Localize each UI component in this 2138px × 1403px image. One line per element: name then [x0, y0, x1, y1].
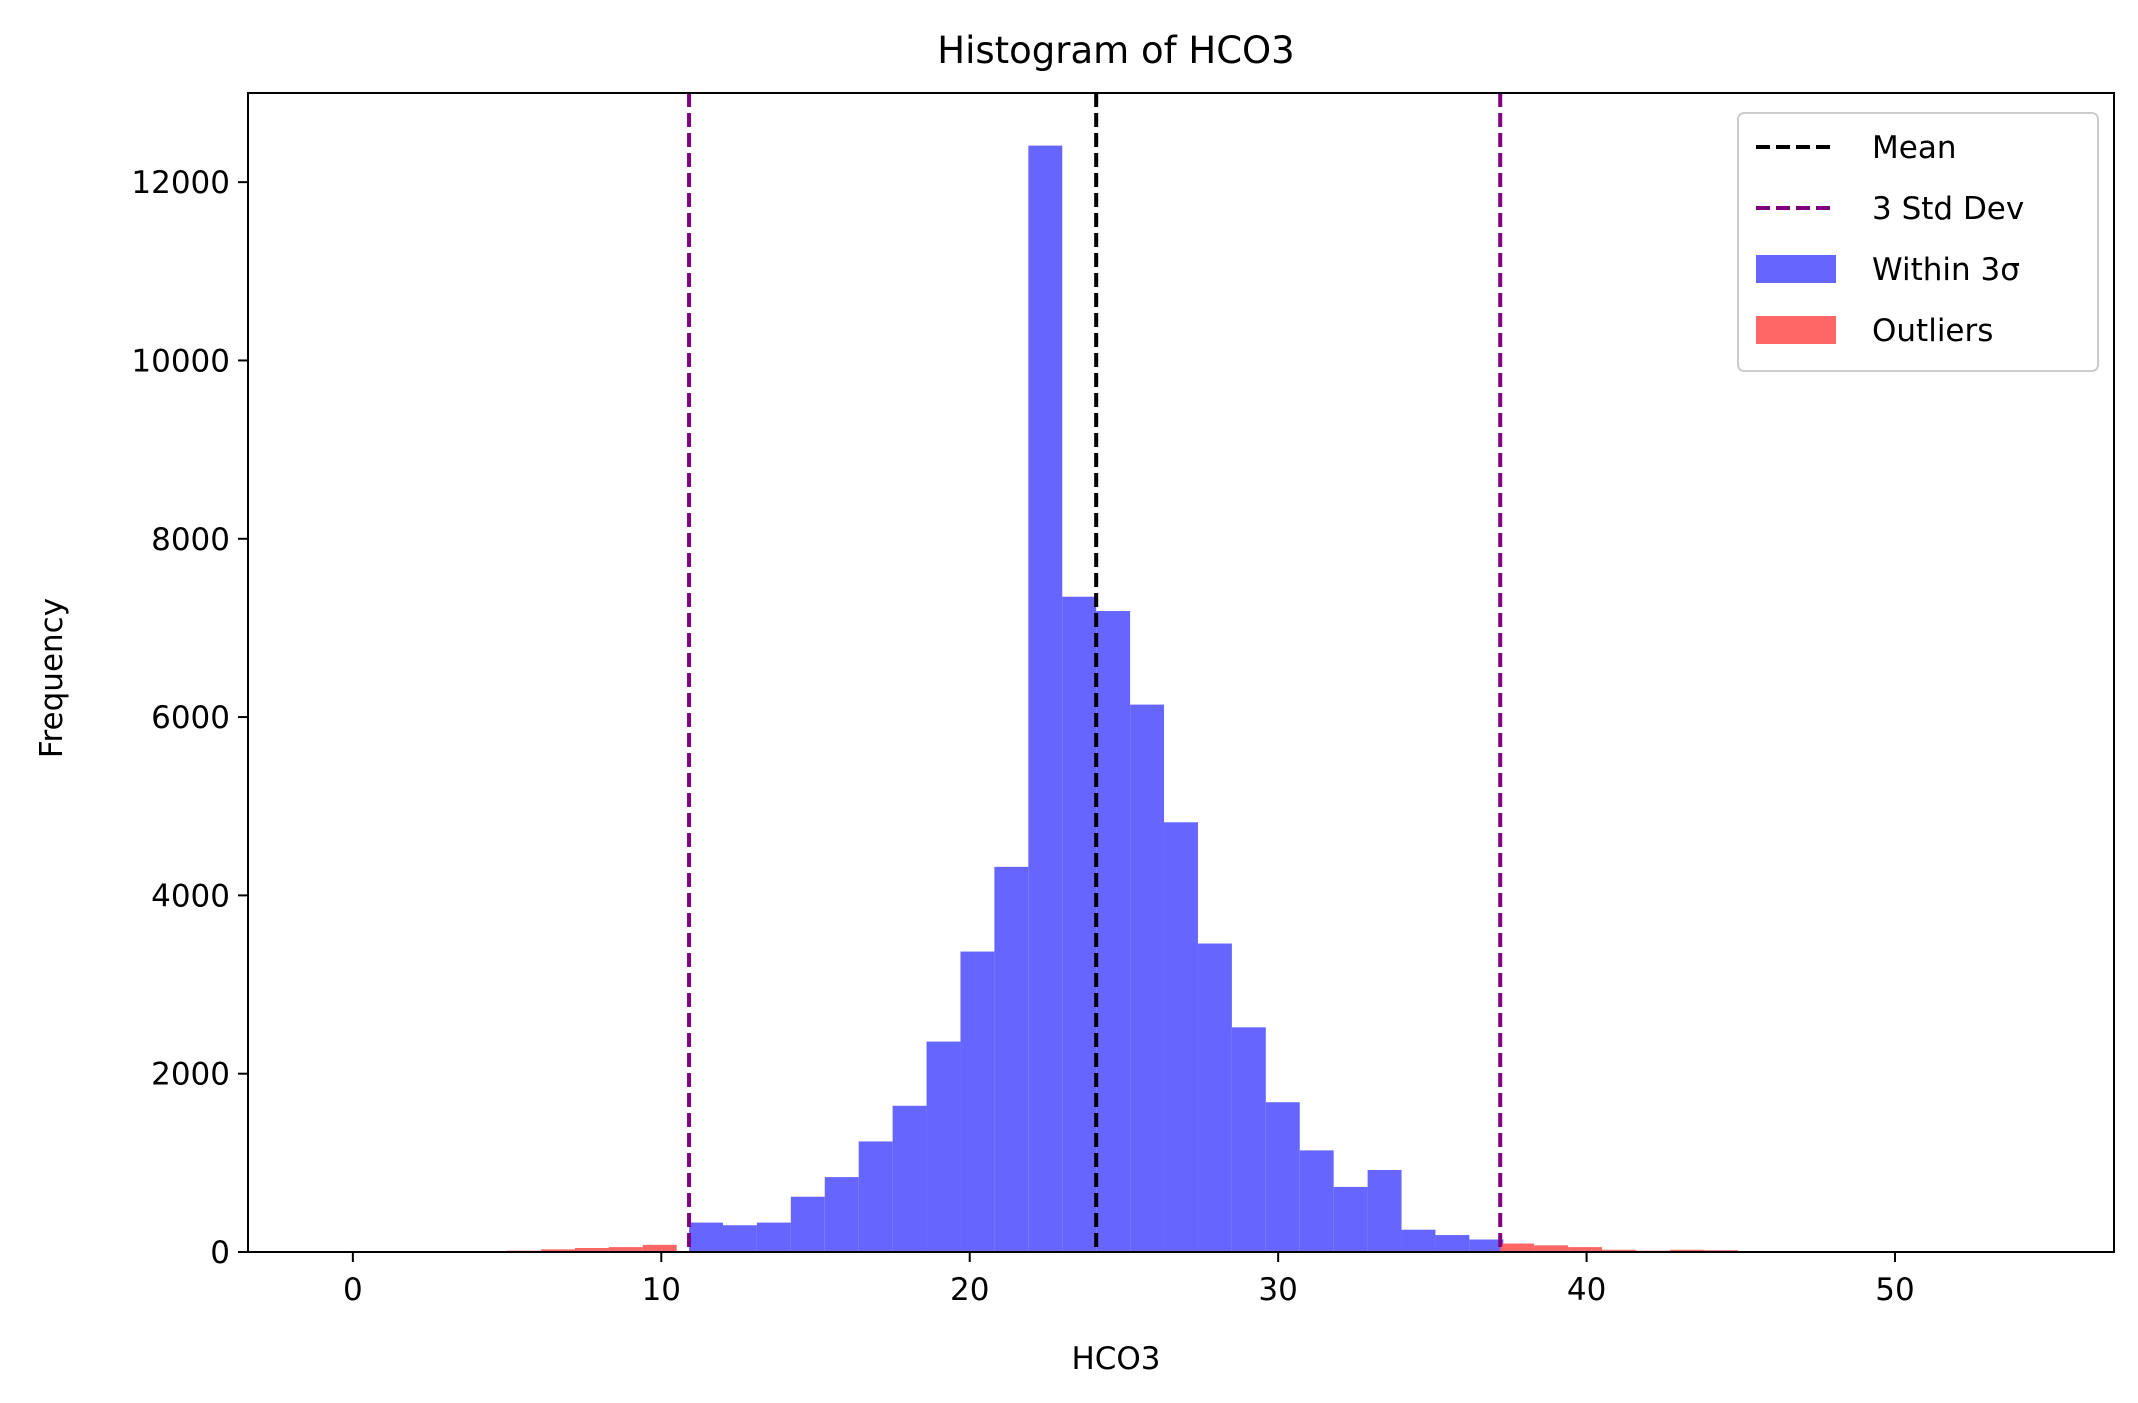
x-tick-label: 10 — [642, 1272, 681, 1308]
legend-handle-patch — [1756, 255, 1836, 283]
within-3sigma-bar-0 — [689, 1222, 723, 1252]
within-3sigma-bar-22 — [1435, 1235, 1470, 1252]
y-axis-label: Frequency — [34, 598, 70, 758]
within-3sigma-bar-8 — [960, 951, 995, 1252]
plot-frame — [247, 92, 2115, 1253]
legend-label: 3 Std Dev — [1872, 191, 2024, 227]
outlier-bar-10 — [1669, 1249, 1704, 1252]
x-axis-label: HCO3 — [1071, 1341, 1160, 1377]
within-3sigma-bar-4 — [824, 1177, 859, 1252]
legend-box — [1737, 112, 2099, 372]
y-tick-label: 4000 — [151, 878, 230, 914]
outlier-bar-2 — [574, 1247, 609, 1252]
within-3sigma-bar-12 — [1096, 610, 1131, 1252]
x-tick-label: 0 — [343, 1272, 363, 1308]
x-tick-label: 50 — [1875, 1272, 1914, 1308]
within-3sigma-bar-7 — [926, 1041, 961, 1252]
within-3sigma-bar-11 — [1062, 596, 1097, 1252]
outlier-bar-4 — [642, 1244, 677, 1252]
within-3sigma-bar-20 — [1367, 1169, 1402, 1252]
y-tick-label: 12000 — [131, 165, 230, 201]
x-tick-label: 20 — [950, 1272, 989, 1308]
outlier-bar-3 — [608, 1247, 643, 1252]
within-3sigma-bar-15 — [1197, 943, 1232, 1252]
legend-label: Mean — [1872, 130, 1956, 166]
within-3sigma-bar-18 — [1299, 1150, 1334, 1252]
y-tick-label: 10000 — [131, 343, 230, 379]
within-3sigma-bar-19 — [1333, 1186, 1368, 1252]
within-3sigma-bar-9 — [994, 866, 1029, 1252]
legend-label: Within 3σ — [1872, 252, 2020, 288]
within-3sigma-bar-2 — [756, 1222, 791, 1252]
within-3sigma-bar-16 — [1231, 1027, 1266, 1252]
x-tick-label: 30 — [1258, 1272, 1297, 1308]
within-3sigma-bar-5 — [858, 1141, 893, 1252]
y-tick-label: 6000 — [151, 700, 230, 736]
y-tick-label: 0 — [210, 1235, 230, 1271]
chart-title: Histogram of HCO3 — [937, 29, 1294, 72]
y-tick-label: 2000 — [151, 1057, 230, 1093]
outlier-bar-8 — [1602, 1249, 1636, 1252]
within-3sigma-bar-10 — [1028, 145, 1063, 1252]
within-3sigma-bar-13 — [1130, 704, 1165, 1252]
within-3sigma-bar-23 — [1469, 1239, 1504, 1252]
within-3sigma-bar-6 — [892, 1105, 927, 1252]
x-tick-label: 40 — [1567, 1272, 1606, 1308]
bars-layer — [507, 145, 1738, 1252]
outlier-bar-1 — [541, 1249, 575, 1252]
legend-handle-patch — [1756, 316, 1836, 344]
y-tick-label: 8000 — [151, 522, 230, 558]
legend: Mean 3 Std Dev Within 3σ Outliers — [1737, 112, 2099, 372]
outlier-bar-5 — [1500, 1243, 1535, 1252]
within-3sigma-bar-14 — [1164, 822, 1198, 1252]
within-3sigma-bar-1 — [722, 1225, 757, 1252]
within-3sigma-bar-21 — [1401, 1229, 1436, 1252]
ticks-layer: 0 10 20 30 40 50 0 2000 4000 6000 8000 10000 12000 — [131, 165, 1914, 1308]
within-3sigma-bar-17 — [1265, 1102, 1300, 1252]
within-3sigma-bar-3 — [790, 1196, 825, 1252]
outlier-bar-6 — [1534, 1245, 1569, 1252]
outlier-bar-7 — [1568, 1247, 1603, 1252]
legend-label: Outliers — [1872, 313, 1993, 349]
reference-lines-layer — [687, 93, 1503, 1252]
